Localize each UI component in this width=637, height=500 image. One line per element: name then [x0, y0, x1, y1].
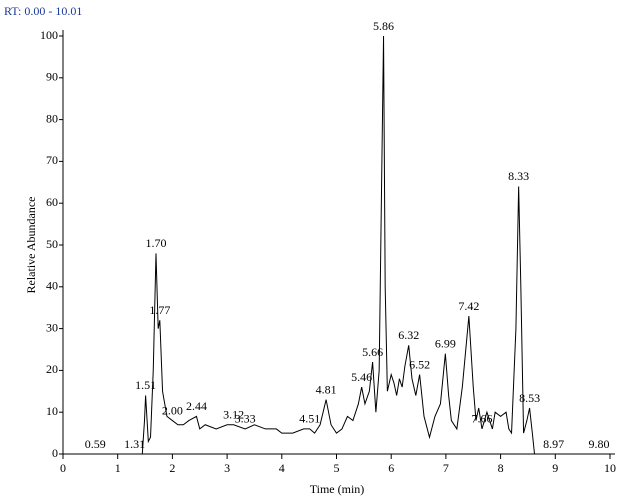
x-tick-label: 8: [498, 461, 504, 475]
peak-label: 1.77: [149, 303, 170, 317]
peak-label: 2.44: [186, 399, 207, 413]
peak-label: 0.59: [85, 437, 106, 451]
x-tick-label: 2: [169, 461, 175, 475]
x-tick-label: 1: [115, 461, 121, 475]
x-tick-label: 5: [334, 461, 340, 475]
y-tick-label: 90: [46, 70, 58, 84]
peak-label: 1.31: [124, 437, 145, 451]
y-tick-label: 50: [46, 237, 58, 251]
x-tick-label: 9: [552, 461, 558, 475]
x-tick-label: 0: [60, 461, 66, 475]
peak-label: 8.33: [508, 169, 529, 183]
peak-label: 7.66: [472, 412, 493, 426]
trace: [63, 35, 610, 455]
y-tick-label: 100: [40, 28, 58, 42]
peak-label: 6.52: [409, 357, 430, 371]
y-tick-label: 80: [46, 111, 58, 125]
peak-label: 9.80: [589, 437, 610, 451]
peak-label: 5.66: [362, 345, 383, 359]
peak-label: 7.42: [458, 299, 479, 313]
x-tick-label: 4: [279, 461, 285, 475]
peak-label: 1.51: [135, 378, 156, 392]
peak-label: 8.97: [543, 437, 564, 451]
peak-label: 1.70: [145, 236, 166, 250]
peak-label: 6.99: [435, 336, 456, 350]
x-tick-label: 10: [604, 461, 616, 475]
peak-label: 4.81: [316, 382, 337, 396]
peak-label: 3.33: [235, 412, 256, 426]
peak-label: 6.32: [398, 328, 419, 342]
y-tick-label: 60: [46, 195, 58, 209]
y-tick-label: 70: [46, 153, 58, 167]
y-tick-label: 20: [46, 362, 58, 376]
peak-label: 2.00: [162, 403, 183, 417]
y-tick-label: 0: [52, 446, 58, 460]
peak-label: 4.51: [299, 412, 320, 426]
peak-label: 8.53: [519, 391, 540, 405]
y-axis-label: Relative Abundance: [24, 197, 38, 294]
x-tick-label: 3: [224, 461, 230, 475]
header: RT: 0.00 - 10.01: [4, 4, 82, 18]
y-tick-label: 10: [46, 404, 58, 418]
y-tick-label: 40: [46, 279, 58, 293]
x-tick-label: 6: [388, 461, 394, 475]
x-tick-label: 7: [443, 461, 449, 475]
peak-label: 3.12: [223, 407, 244, 421]
peak-label: 5.46: [351, 370, 372, 384]
peak-label: 5.86: [373, 19, 394, 33]
x-axis-label: Time (min): [310, 482, 365, 496]
y-tick-label: 30: [46, 320, 58, 334]
